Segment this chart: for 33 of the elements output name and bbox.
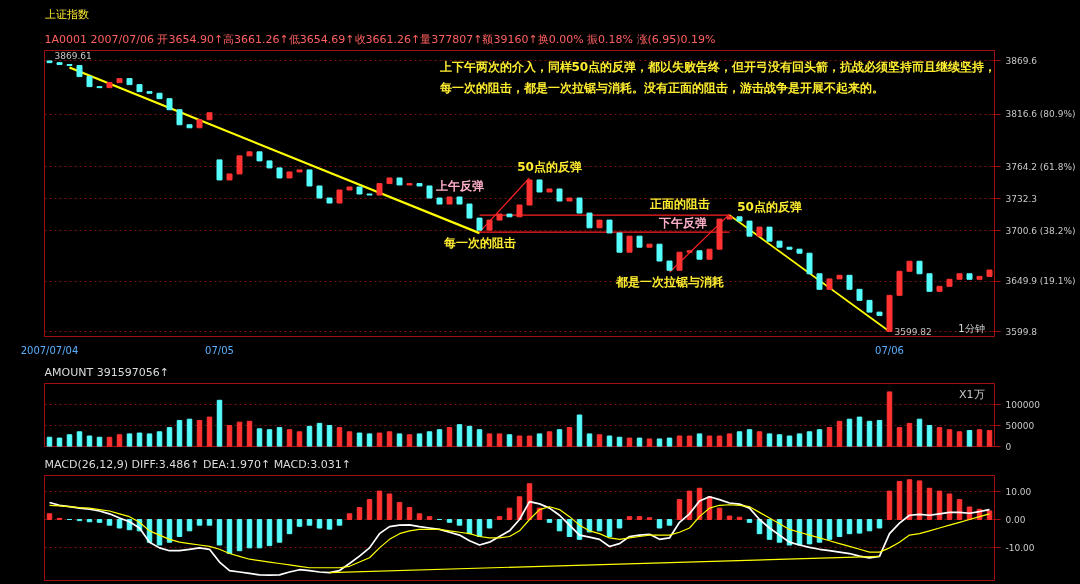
annotation: 每一次的阻击，都是一次拉锯与消耗。没有正面的阻击，游击战争是开展不起来的。 [438,80,884,95]
annotation: 正面的阻击 [648,197,710,212]
annotation: 都是一次拉锯与消耗 [614,275,724,290]
x-tick-label: 07/05 [205,344,234,356]
annotation: 上下午两次的介入，同样50点的反弹，都以失败告终，但开弓没有回头箭，抗战必须坚持而且继续坚持， [438,59,997,74]
chart-title: AMOUNT 391597056↑ [44,365,169,379]
chart-title: MACD(26,12,9) DIFF:3.486↑ DEA:1.970↑ MACD:3.031↑ [44,457,352,471]
annotation: 上午反弹 [434,178,484,193]
annotation: 50点的反弹 [517,159,582,174]
annotation: 3869.61 [54,51,92,62]
annotation: 50点的反弹 [737,200,802,215]
y-tick-label: 10.00 [1005,486,1032,497]
annotation: 3599.82 [894,327,932,338]
chart-title: 上证指数 [44,7,89,21]
y-tick-label: -10.00 [1005,543,1035,554]
y-tick-label: 50000 [1005,421,1035,431]
y-tick-label: 3649.9 (19.1%) [1005,276,1076,287]
y-tick-label: 0 [1005,442,1012,452]
chart-subtitle: 1A0001 2007/07/06 开3654.90↑高3661.26↑低3654.69↑收3661.26↑量377807↑额39160↑换0.00% 振0.18% 涨(6.95)0.19% [44,32,716,46]
x-axis-title: 1分钟 [958,322,985,334]
y-tick-label: 0.00 [1005,514,1026,525]
annotation: 下午反弹 [657,216,707,231]
y-tick-label: 3764.2 (61.8%) [1005,161,1076,172]
y-tick-label: 3732.3 [1005,193,1037,204]
y-tick-label: 3700.6 (38.2%) [1005,225,1076,236]
y-tick-label: 3599.8 [1005,326,1038,337]
annotation: X1万 [958,387,985,401]
x-tick-label: 07/06 [875,344,904,356]
x-tick-label: 2007/07/04 [20,344,79,356]
annotation: 每一次的阻击 [442,236,516,251]
y-tick-label: 100000 [1005,400,1041,410]
y-tick-label: 3816.6 (80.9%) [1005,109,1076,120]
y-tick-label: 3869.6 [1005,55,1038,66]
